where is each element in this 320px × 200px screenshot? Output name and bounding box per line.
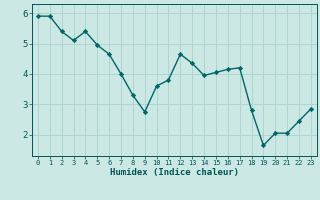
X-axis label: Humidex (Indice chaleur): Humidex (Indice chaleur) [110, 168, 239, 177]
